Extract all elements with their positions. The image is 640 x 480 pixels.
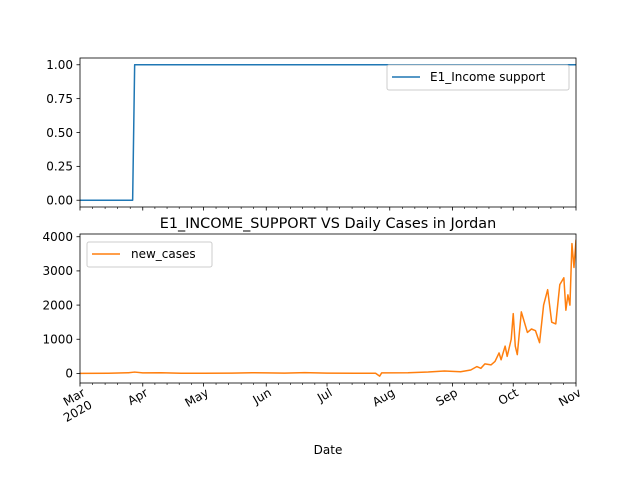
top-legend: E1_Income support	[386, 64, 570, 91]
top-ytick-label-4: 1.00	[46, 58, 73, 72]
bottom-x-axis-label: Date	[314, 443, 343, 457]
bottom-legend-box	[86, 241, 213, 268]
bottom-legend-label: new_cases	[131, 247, 196, 261]
bottom-ytick-label-2: 2000	[42, 298, 73, 312]
bottom-chart-title: E1_INCOME_SUPPORT VS Daily Cases in Jord…	[160, 216, 497, 232]
top-ytick-label-3: 0.75	[46, 92, 73, 106]
bottom-legend: new_cases	[86, 241, 213, 268]
bottom-ytick-label-0: 0	[65, 367, 73, 381]
top-series-line-0	[80, 64, 576, 201]
top-ytick-label-0: 0.00	[46, 194, 73, 208]
top-subplot: 0.00 0.25 0.50 0.75 1.00 E1_Income support	[46, 57, 577, 211]
bottom-subplot: E1_INCOME_SUPPORT VS Daily Cases in Jord…	[42, 216, 583, 457]
bottom-ytick-label-3: 3000	[42, 264, 73, 278]
top-ytick-label-2: 0.50	[46, 126, 73, 140]
bottom-axes-frame	[79, 233, 577, 384]
bottom-ytick-label-4: 4000	[42, 230, 73, 244]
top-legend-label: E1_Income support	[430, 70, 546, 84]
top-ytick-label-1: 0.25	[46, 160, 73, 174]
top-legend-box	[386, 64, 570, 91]
bottom-xtick-label-4: Jul	[314, 385, 334, 405]
bottom-ytick-label-1: 1000	[42, 333, 73, 347]
bottom-series-line-0	[80, 239, 576, 377]
